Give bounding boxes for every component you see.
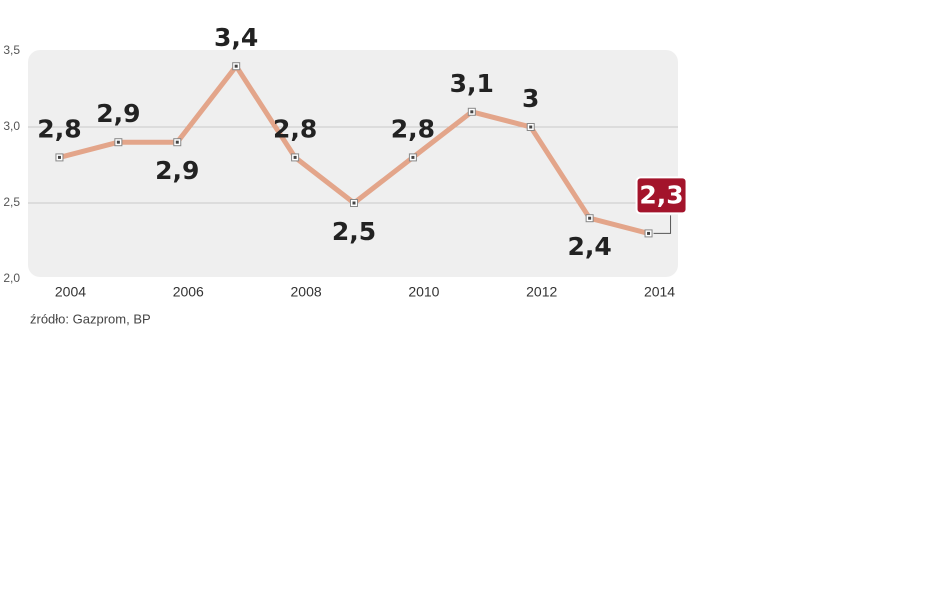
data-label: 2,8: [37, 114, 81, 143]
data-label: 3,1: [450, 69, 494, 98]
data-point-core: [293, 155, 297, 159]
x-tick-label: 2014: [644, 284, 675, 300]
data-point-core: [175, 140, 179, 144]
y-tick-label: 3,5: [3, 43, 20, 57]
data-point-core: [588, 216, 592, 220]
x-tick-label: 2010: [408, 284, 439, 300]
data-point-core: [411, 155, 415, 159]
x-tick-label: 2006: [173, 284, 204, 300]
data-point-core: [470, 110, 474, 114]
y-tick-label: 3,0: [3, 119, 20, 133]
data-label: 2,9: [96, 99, 140, 128]
callout-line: [653, 215, 672, 234]
data-label: 2,8: [391, 114, 435, 143]
data-point-core: [116, 140, 120, 144]
data-label: 3,4: [214, 23, 258, 52]
data-point-core: [57, 155, 61, 159]
data-point-core: [529, 125, 533, 129]
plot-background: [28, 50, 678, 277]
data-label: 2,4: [567, 232, 611, 261]
data-label: 2,8: [273, 114, 317, 143]
x-tick-label: 2008: [291, 284, 322, 300]
data-label: 2,5: [332, 217, 376, 246]
y-tick-label: 2,5: [3, 195, 20, 209]
data-label: 3: [522, 84, 539, 113]
source: źródło: Gazprom, BP: [30, 311, 151, 326]
data-label: 2,3: [639, 180, 683, 209]
x-tick-label: 2012: [526, 284, 557, 300]
data-point-core: [647, 231, 651, 235]
data-label: 2,9: [155, 156, 199, 185]
highlight-box: [635, 176, 688, 215]
data-point-core: [234, 64, 238, 68]
x-tick-label: 2004: [55, 284, 86, 300]
data-point-core: [352, 201, 356, 205]
y-tick-label: 2,0: [3, 271, 20, 285]
